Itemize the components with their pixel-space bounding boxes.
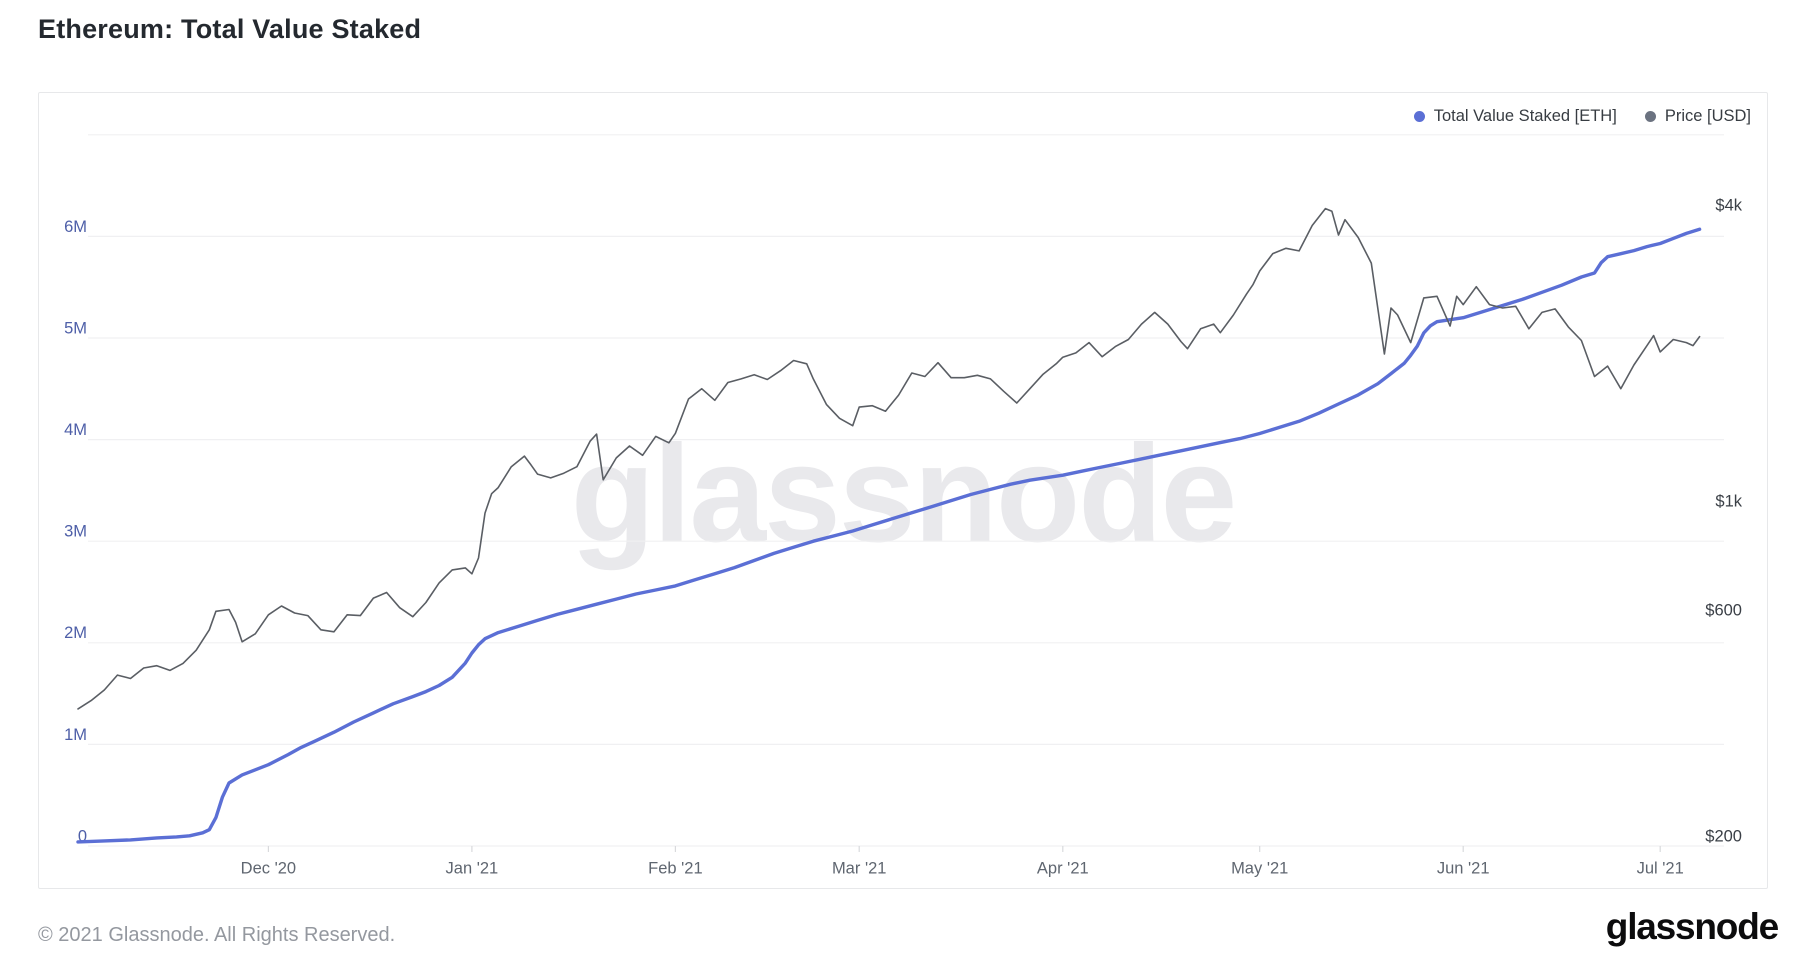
x-axis-tick-label: Dec '20 [241, 859, 296, 877]
series-line-staked[interactable] [76, 227, 1702, 844]
x-axis-tick-label: Jul '21 [1637, 859, 1684, 877]
x-axis-tick-label: Apr '21 [1037, 859, 1089, 877]
chart-card: Total Value Staked [ETH] Price [USD] gla… [38, 92, 1768, 889]
legend-dot-staked-icon [1413, 111, 1425, 122]
glassnode-watermark: glassnode [570, 417, 1238, 571]
right-axis-tick-label: $4k [1715, 196, 1742, 214]
left-axis-tick-label: 4M [64, 421, 87, 439]
right-axis-tick-label: $1k [1715, 492, 1742, 510]
legend-label-staked: Total Value Staked [ETH] [1433, 107, 1617, 125]
x-axis-tick-label: May '21 [1231, 859, 1288, 877]
left-axis-tick-label: 6M [64, 218, 87, 236]
chart-legend: Total Value Staked [ETH] Price [USD] [1413, 107, 1751, 126]
x-axis-tick-label: Feb '21 [648, 859, 703, 877]
legend-label-price: Price [USD] [1664, 107, 1751, 125]
legend-item-price[interactable]: Price [USD] [1644, 107, 1751, 126]
left-axis-tick-label: 0 [78, 827, 87, 845]
left-axis-tick-label: 1M [64, 726, 87, 744]
x-axis-tick-label: Jan '21 [446, 859, 499, 877]
legend-dot-price-icon [1644, 111, 1656, 122]
left-axis-tick-label: 5M [64, 319, 87, 337]
x-axis-tick-label: Jun '21 [1437, 859, 1490, 877]
page-title: Ethereum: Total Value Staked [38, 14, 422, 44]
x-axis-tick-label: Mar '21 [832, 859, 887, 877]
left-axis-tick-label: 2M [64, 624, 87, 642]
right-axis-tick-label: $600 [1705, 602, 1742, 620]
series-line-price[interactable] [77, 207, 1701, 710]
glassnode-logo[interactable]: glassnode [1605, 905, 1779, 947]
left-axis-tick-label: 3M [64, 523, 87, 541]
right-axis-tick-label: $200 [1705, 827, 1742, 845]
legend-item-total-value-staked[interactable]: Total Value Staked [ETH] [1413, 107, 1617, 126]
footer-copyright: © 2021 Glassnode. All Rights Reserved. [38, 924, 396, 946]
